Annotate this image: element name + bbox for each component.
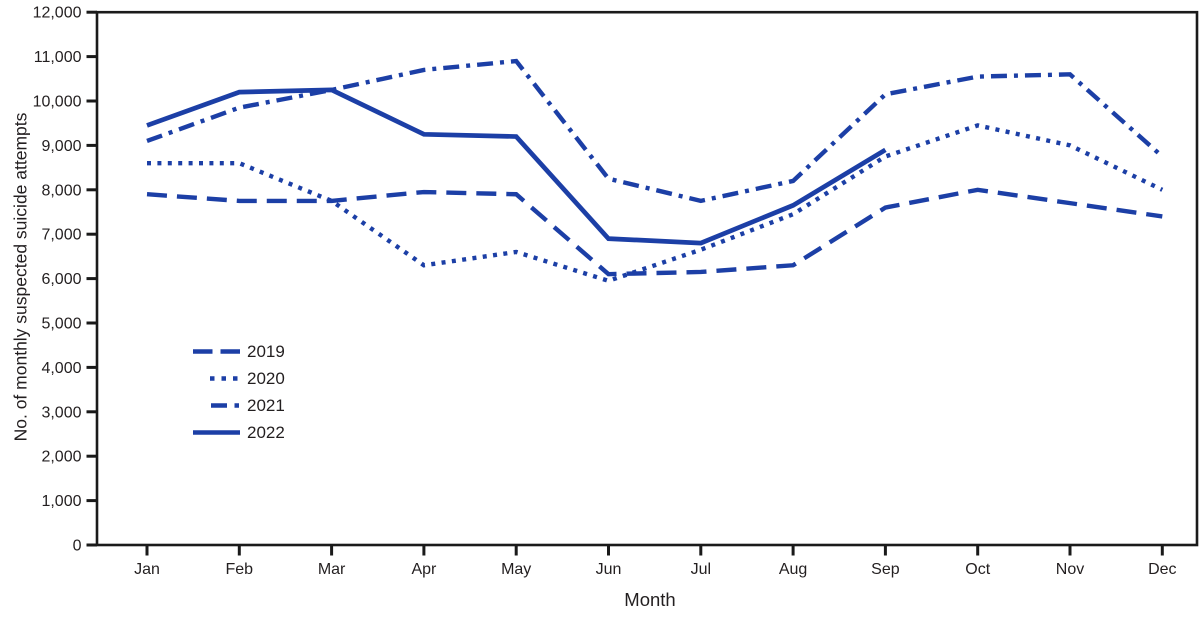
legend-label: 2022 (247, 423, 285, 442)
y-tick-label: 12,000 (33, 5, 82, 22)
legend-label: 2021 (247, 396, 285, 415)
x-tick-label: Mar (318, 561, 346, 578)
series-line-2021 (146, 58, 1164, 204)
y-tick-label: 7,000 (41, 227, 81, 244)
x-tick-label: Jul (691, 561, 711, 578)
legend-item-2019: 2019 (190, 338, 285, 365)
x-tick-label: Sep (871, 561, 900, 578)
y-tick-label: 4,000 (41, 360, 81, 377)
y-tick-label: 1,000 (41, 493, 81, 510)
x-tick-label: Feb (226, 561, 254, 578)
x-tick-label: Aug (779, 561, 807, 578)
x-tick-label: Oct (965, 561, 990, 578)
series-line-2019 (146, 187, 1163, 277)
y-tick-label: 6,000 (41, 271, 81, 288)
legend-item-2021: 2021 (190, 392, 285, 419)
x-tick-label: Apr (411, 561, 437, 578)
y-tick-label: 10,000 (33, 94, 82, 111)
legend-marker-dotted-line-icon (210, 376, 240, 381)
legend-marker-solid-line-icon (193, 430, 240, 435)
series-line-2022 (146, 87, 887, 246)
y-tick-label: 9,000 (41, 138, 81, 155)
legend: 2019 2020 2021 2022 (190, 338, 285, 446)
legend-label: 2020 (247, 369, 285, 388)
y-axis-title: No. of monthly suspected suicide attempt… (10, 112, 31, 442)
y-tick-label: 0 (73, 538, 82, 555)
y-tick-label: 3,000 (41, 404, 81, 421)
legend-label: 2019 (247, 342, 285, 361)
y-tick-label: 5,000 (41, 316, 81, 333)
legend-item-2022: 2022 (190, 419, 285, 446)
y-tick-label: 8,000 (41, 182, 81, 199)
x-axis-title: Month (624, 589, 676, 610)
y-tick-label: 11,000 (34, 49, 82, 66)
x-tick-label: Jun (596, 561, 622, 578)
y-tick-label: 2,000 (41, 449, 81, 466)
x-tick-label: Dec (1148, 561, 1176, 578)
legend-marker-dashed-line-icon (193, 349, 240, 354)
series-line-2020 (147, 123, 1164, 284)
x-tick-label: Jan (134, 561, 160, 578)
x-tick-label: May (501, 561, 531, 578)
x-tick-label: Nov (1056, 561, 1084, 578)
legend-item-2020: 2020 (190, 365, 285, 392)
legend-marker-dash-dot-line-icon (211, 403, 240, 408)
